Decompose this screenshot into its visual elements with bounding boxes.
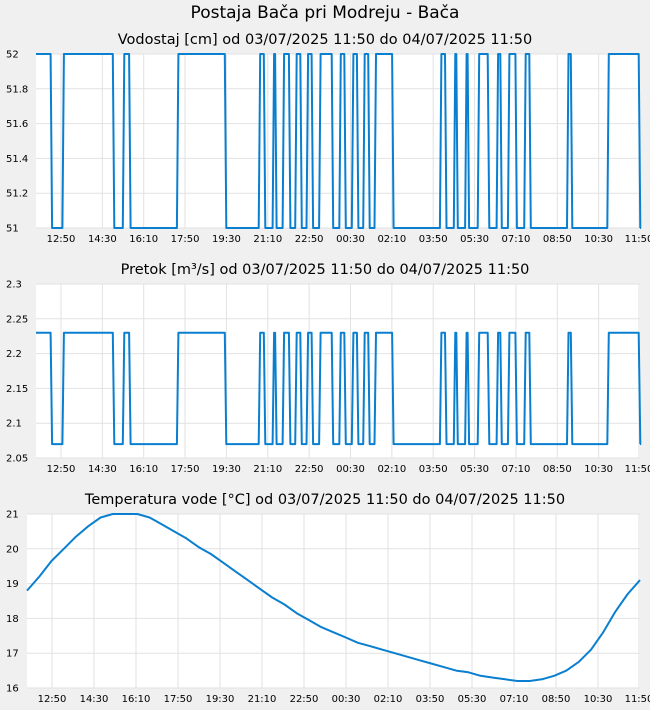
x-tick-label: 07:10: [502, 234, 531, 245]
x-tick-label: 03:50: [419, 234, 448, 245]
y-tick-label: 2.15: [6, 384, 28, 395]
y-tick-label: 2.05: [6, 454, 28, 465]
x-tick-label: 07:10: [500, 694, 529, 705]
plot-area: [27, 514, 640, 688]
x-tick-label: 19:30: [206, 694, 235, 705]
x-tick-label: 00:30: [336, 234, 365, 245]
x-tick-label: 00:30: [332, 694, 361, 705]
chart-title: Pretok [m³/s] od 03/07/2025 11:50 do 04/…: [121, 262, 530, 278]
y-tick-label: 2.2: [6, 349, 22, 360]
plot-area: [36, 54, 640, 228]
x-tick-label: 16:10: [129, 464, 158, 475]
x-tick-label: 02:10: [377, 464, 406, 475]
x-tick-label: 10:30: [584, 234, 613, 245]
x-tick-label: 02:10: [377, 234, 406, 245]
y-tick-label: 2.1: [6, 419, 22, 430]
x-tick-label: 05:30: [460, 464, 489, 475]
x-tick-label: 11:50: [625, 464, 650, 475]
y-tick-label: 17: [6, 649, 19, 660]
x-tick-label: 21:10: [253, 464, 282, 475]
x-tick-label: 16:10: [122, 694, 151, 705]
pretok-chart: Pretok [m³/s] od 03/07/2025 11:50 do 04/…: [6, 262, 650, 475]
y-tick-label: 19: [6, 579, 19, 590]
x-tick-label: 22:50: [295, 234, 324, 245]
series-line-0: [36, 331, 642, 446]
y-tick-label: 2.25: [6, 314, 28, 325]
y-tick-label: 51.4: [6, 154, 28, 165]
x-tick-label: 03:50: [419, 464, 448, 475]
x-tick-label: 11:50: [625, 694, 650, 705]
x-tick-label: 07:10: [502, 464, 531, 475]
x-tick-label: 21:10: [253, 234, 282, 245]
x-tick-label: 14:30: [88, 234, 117, 245]
y-tick-label: 2.3: [6, 280, 22, 291]
x-tick-label: 17:50: [164, 694, 193, 705]
x-tick-label: 08:50: [543, 464, 572, 475]
y-tick-label: 20: [6, 544, 19, 555]
page-title: Postaja Bača pri Modreju - Bača: [190, 3, 460, 23]
series-line-0: [36, 53, 642, 229]
x-tick-label: 00:30: [336, 464, 365, 475]
chart-title: Vodostaj [cm] od 03/07/2025 11:50 do 04/…: [118, 32, 532, 48]
x-tick-label: 21:10: [248, 694, 277, 705]
y-tick-label: 51.6: [6, 119, 28, 130]
x-tick-label: 05:30: [460, 234, 489, 245]
x-tick-label: 22:50: [295, 464, 324, 475]
series-line-0: [26, 513, 641, 682]
x-tick-label: 10:30: [584, 694, 613, 705]
x-tick-label: 08:50: [542, 694, 571, 705]
y-tick-label: 18: [6, 614, 19, 625]
x-tick-label: 03:50: [416, 694, 445, 705]
y-tick-label: 51.8: [6, 84, 28, 95]
x-tick-label: 12:50: [38, 694, 67, 705]
x-tick-label: 17:50: [171, 234, 200, 245]
x-tick-label: 12:50: [47, 234, 76, 245]
vodostaj-chart: Vodostaj [cm] od 03/07/2025 11:50 do 04/…: [6, 32, 650, 245]
x-tick-label: 11:50: [625, 234, 650, 245]
x-tick-label: 12:50: [47, 464, 76, 475]
x-tick-label: 16:10: [129, 234, 158, 245]
x-tick-label: 08:50: [543, 234, 572, 245]
x-tick-label: 14:30: [80, 694, 109, 705]
x-tick-label: 19:30: [212, 234, 241, 245]
x-tick-label: 10:30: [584, 464, 613, 475]
y-tick-label: 51: [6, 224, 19, 235]
x-tick-label: 22:50: [290, 694, 319, 705]
y-tick-label: 16: [6, 684, 19, 695]
y-tick-label: 21: [6, 510, 19, 521]
x-tick-label: 19:30: [212, 464, 241, 475]
x-tick-label: 14:30: [88, 464, 117, 475]
chart-title: Temperatura vode [°C] od 03/07/2025 11:5…: [84, 492, 565, 508]
x-tick-label: 17:50: [171, 464, 200, 475]
x-tick-label: 02:10: [374, 694, 403, 705]
y-tick-label: 52: [6, 50, 19, 61]
x-tick-label: 05:30: [458, 694, 487, 705]
plot-area: [36, 284, 640, 458]
y-tick-label: 51.2: [6, 189, 28, 200]
temperatura-chart: Temperatura vode [°C] od 03/07/2025 11:5…: [6, 492, 650, 705]
